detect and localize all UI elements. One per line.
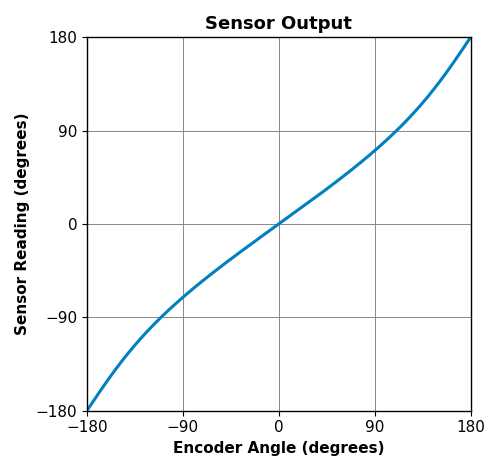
Title: Sensor Output: Sensor Output	[206, 15, 352, 33]
X-axis label: Encoder Angle (degrees): Encoder Angle (degrees)	[173, 441, 384, 456]
Y-axis label: Sensor Reading (degrees): Sensor Reading (degrees)	[15, 113, 30, 335]
